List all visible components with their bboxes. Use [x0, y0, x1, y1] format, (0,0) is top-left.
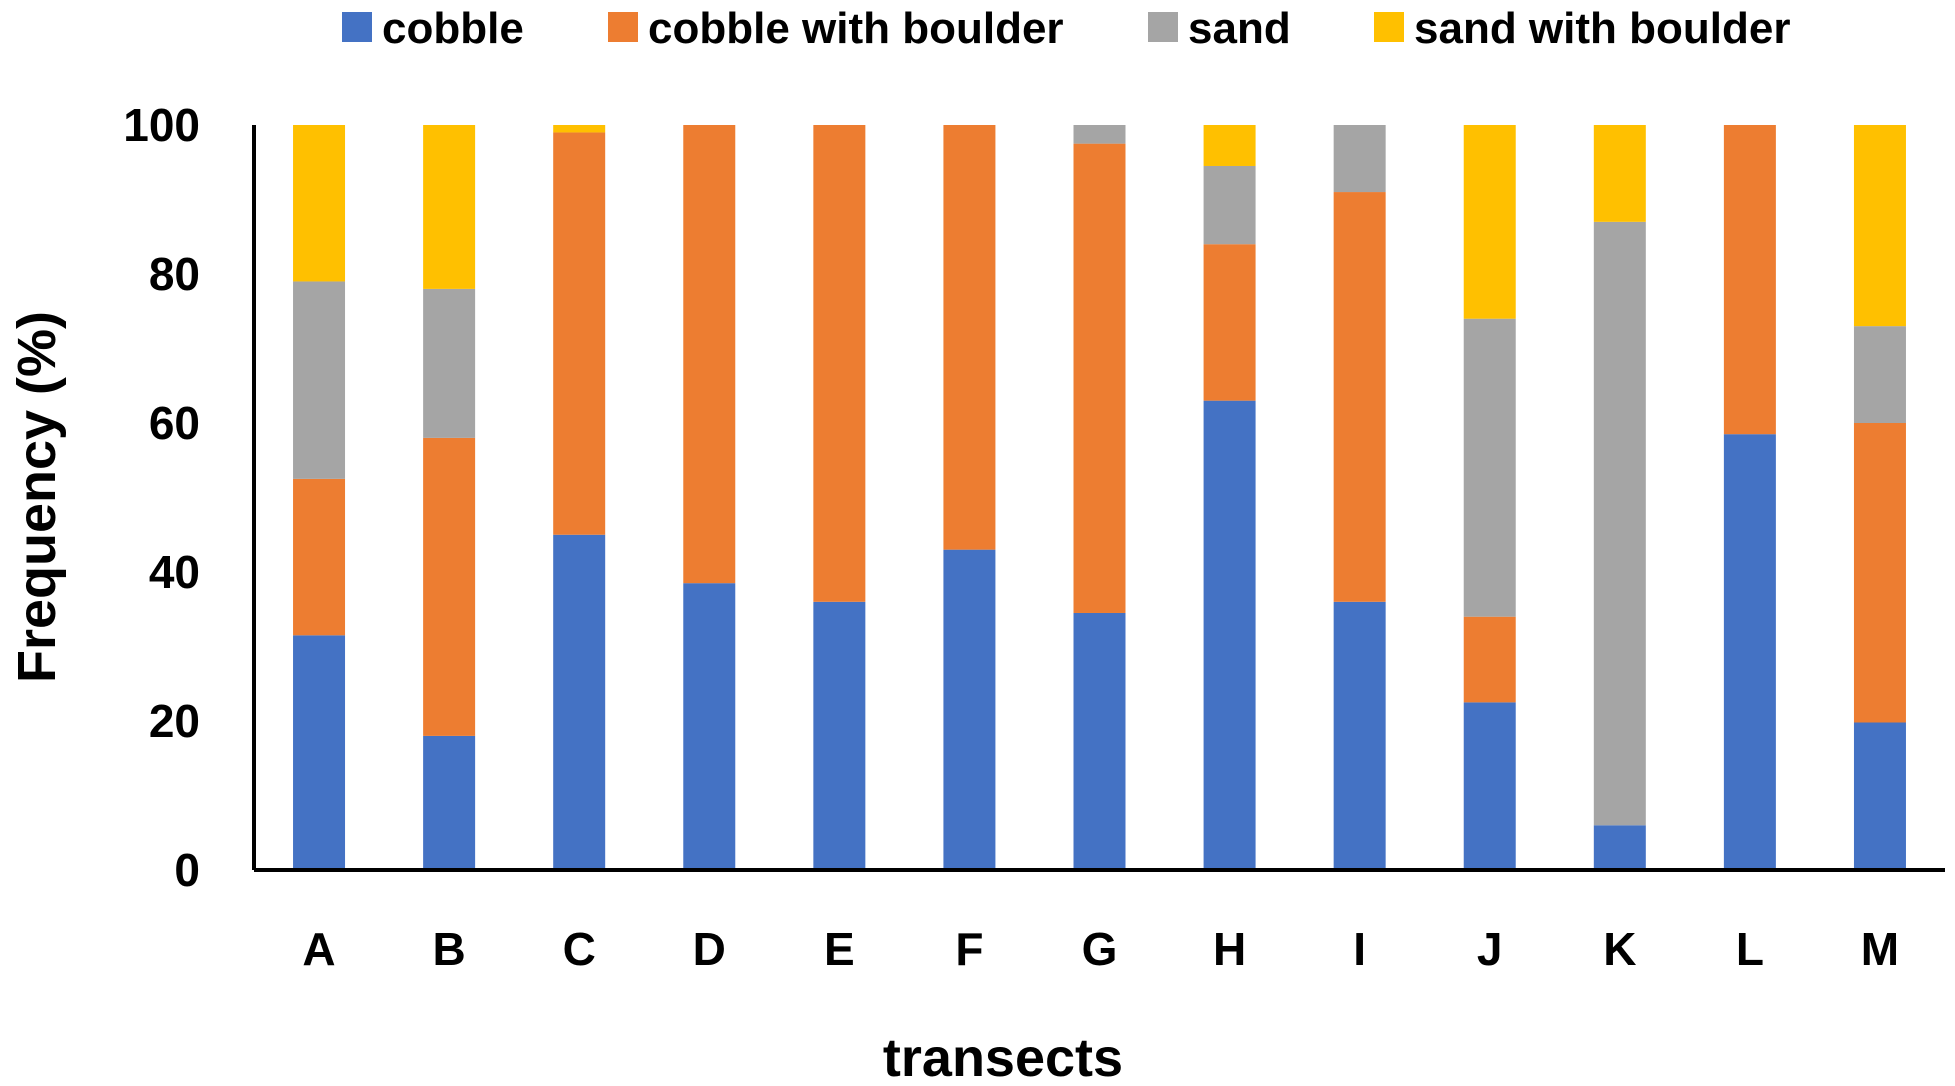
bar-f-cobble — [943, 549, 996, 870]
bar-c-sand-with-boulder — [553, 125, 606, 133]
bar-l-cobble-with-boulder — [1723, 125, 1776, 435]
bar-j-sand-with-boulder — [1463, 125, 1516, 319]
bar-i-cobble-with-boulder — [1333, 192, 1386, 602]
bar-k-cobble — [1593, 825, 1646, 870]
legend-label: cobble — [382, 4, 524, 53]
bar-g-sand — [1073, 125, 1126, 144]
bar-h-cobble — [1203, 400, 1256, 870]
x-category-label: M — [1861, 923, 1899, 975]
x-category-label: F — [955, 923, 983, 975]
x-category-label: G — [1082, 923, 1118, 975]
bar-d-cobble — [683, 583, 736, 870]
x-category-label: K — [1603, 923, 1636, 975]
y-tick-label: 80 — [149, 248, 200, 300]
y-axis-title: Frequency (%) — [7, 311, 67, 683]
bar-k-sand-with-boulder — [1593, 125, 1646, 222]
x-category-label: D — [693, 923, 726, 975]
x-category-label: L — [1736, 923, 1764, 975]
bar-a-cobble — [293, 635, 346, 870]
bar-d-cobble-with-boulder — [683, 125, 736, 584]
bar-j-cobble-with-boulder — [1463, 616, 1516, 703]
bar-e-cobble — [813, 601, 866, 870]
x-axis-title: transects — [883, 1028, 1123, 1086]
y-tick-label: 0 — [174, 844, 200, 896]
bar-a-sand-with-boulder — [293, 125, 346, 282]
bar-m-sand-with-boulder — [1853, 125, 1906, 327]
bar-a-sand — [293, 281, 346, 479]
bar-i-cobble — [1333, 601, 1386, 870]
bar-g-cobble — [1073, 612, 1126, 870]
x-category-label: I — [1353, 923, 1366, 975]
bar-m-cobble — [1853, 722, 1906, 870]
bar-l-cobble — [1723, 434, 1776, 870]
bar-b-cobble — [423, 735, 476, 870]
bar-b-sand — [423, 288, 476, 438]
legend-swatch — [342, 12, 372, 42]
bar-i-sand — [1333, 125, 1386, 193]
x-category-label: A — [302, 923, 335, 975]
bar-f-cobble-with-boulder — [943, 125, 996, 550]
y-tick-label: 100 — [123, 99, 200, 151]
bar-h-cobble-with-boulder — [1203, 244, 1256, 401]
legend: cobble cobble with boulder sand sand with b… — [342, 4, 1790, 53]
legend-label: sand — [1188, 4, 1291, 53]
axes — [252, 125, 1945, 872]
x-category-label: H — [1213, 923, 1246, 975]
y-tick-label: 40 — [149, 546, 200, 598]
bar-c-cobble — [553, 534, 606, 870]
bar-k-sand — [1593, 221, 1646, 826]
x-category-label: J — [1477, 923, 1503, 975]
legend-label: cobble with boulder — [648, 4, 1064, 53]
bar-c-cobble-with-boulder — [553, 132, 606, 535]
y-tick-label: 60 — [149, 397, 200, 449]
bar-j-cobble — [1463, 702, 1516, 871]
legend-swatch — [1148, 12, 1178, 42]
y-tick-label: 20 — [149, 695, 200, 747]
legend-swatch — [608, 12, 638, 42]
bar-b-sand-with-boulder — [423, 125, 476, 289]
y-tick-labels: 0 20 40 60 80 100 — [123, 99, 200, 896]
bar-g-cobble-with-boulder — [1073, 143, 1126, 613]
bar-b-cobble-with-boulder — [423, 437, 476, 736]
bar-j-sand — [1463, 318, 1516, 617]
bar-h-sand-with-boulder — [1203, 125, 1256, 166]
bar-a-cobble-with-boulder — [293, 478, 346, 636]
bar-m-sand — [1853, 326, 1906, 423]
plot-bars — [293, 125, 1906, 871]
x-category-label: C — [563, 923, 596, 975]
legend-swatch — [1374, 12, 1404, 42]
x-category-labels: A B C D E F G H I J K L M — [302, 923, 1899, 975]
x-category-label: B — [433, 923, 466, 975]
x-category-label: E — [824, 923, 855, 975]
legend-label: sand with boulder — [1414, 4, 1790, 53]
bar-h-sand — [1203, 165, 1256, 245]
bar-m-cobble-with-boulder — [1853, 423, 1906, 723]
bar-e-cobble-with-boulder — [813, 125, 866, 602]
